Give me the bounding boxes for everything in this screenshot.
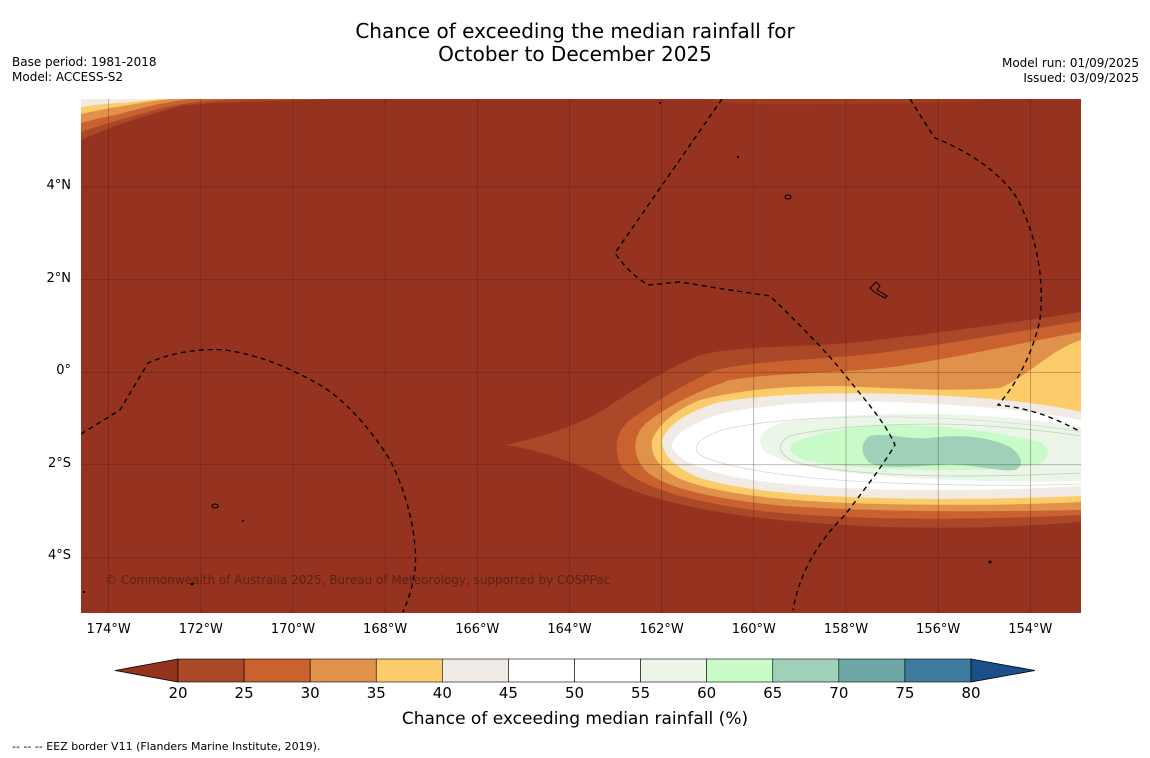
lon-tick-label-0: 174°W <box>86 622 131 637</box>
island-1 <box>784 194 792 200</box>
lon-tick-label-10: 154°W <box>1008 622 1053 637</box>
colorbar-tick-7: 55 <box>631 684 651 702</box>
model-text: Model: ACCESS-S2 <box>12 70 124 84</box>
issued-text: Issued: 03/09/2025 <box>1023 71 1139 85</box>
colorbar-segment-5 <box>508 658 575 683</box>
colorbar-tick-5: 45 <box>498 684 518 702</box>
colorbar-tick-2: 30 <box>300 684 320 702</box>
colorbar-tick-11: 75 <box>895 684 915 702</box>
contour-line-60 <box>780 423 1081 477</box>
colorbar-segment-1 <box>243 658 311 683</box>
lat-tick-label-1: 2°N <box>46 270 72 286</box>
colorbar-segment-0 <box>177 658 245 683</box>
island-8 <box>190 582 194 586</box>
colorbar-segment-9 <box>772 658 840 683</box>
contour-band-25-top-centre <box>700 99 1000 105</box>
colorbar-segment-4 <box>442 658 509 683</box>
base-period-text: Base period: 1981-2018 <box>12 55 157 69</box>
colorbar-segment-8 <box>706 658 774 683</box>
eez-border-east <box>909 99 1081 433</box>
lon-tick-label-5: 164°W <box>547 622 592 637</box>
colorbar <box>114 658 1036 683</box>
colorbar-label: Chance of exceeding median rainfall (%) <box>401 709 749 729</box>
eez-border-north <box>614 99 896 611</box>
lat-tick-label-3: 2°S <box>47 455 71 471</box>
colorbar-over-arrow <box>970 658 1036 683</box>
island-4 <box>242 520 244 522</box>
colorbar-tick-0: 20 <box>168 684 188 702</box>
lat-tick-label-0: 4°N <box>46 177 72 193</box>
lon-tick-label-7: 160°W <box>731 622 776 637</box>
chart-title-line-1: Chance of exceeding the median rainfall … <box>355 19 795 43</box>
colorbar-tick-1: 25 <box>234 684 254 702</box>
colorbar-segment-11 <box>904 658 972 683</box>
lon-tick-label-9: 156°W <box>916 622 961 637</box>
island-6 <box>659 102 661 104</box>
map-gridlines <box>81 99 1081 613</box>
colorbar-under-arrow <box>114 658 179 683</box>
colorbar-tick-6: 50 <box>564 684 585 702</box>
island-5 <box>736 155 740 159</box>
colorbar-segment-3 <box>375 658 443 683</box>
contour-line-50 <box>695 416 1081 486</box>
island-3 <box>211 503 219 509</box>
colorbar-tick-4: 40 <box>432 684 452 702</box>
island-2 <box>869 281 888 299</box>
eez-footnote: -- -- -- EEZ border V11 (Flanders Marine… <box>12 740 321 753</box>
lat-tick-label-2: 0° <box>56 363 71 379</box>
colorbar-tick-9: 65 <box>763 684 783 702</box>
model-run-text: Model run: 01/09/2025 <box>1001 56 1139 70</box>
lon-tick-label-4: 166°W <box>455 622 500 637</box>
lon-tick-label-6: 162°W <box>639 622 684 637</box>
colorbar-segment-6 <box>574 658 641 683</box>
chart-title-line-2: October to December 2025 <box>438 42 712 66</box>
colorbar-tick-10: 70 <box>829 684 849 702</box>
colorbar-segment-10 <box>838 658 906 683</box>
colorbar-segment-2 <box>309 658 377 683</box>
colorbar-segment-7 <box>640 658 707 683</box>
island-7 <box>988 560 992 564</box>
lon-tick-label-8: 158°W <box>823 622 869 637</box>
colorbar-tick-8: 60 <box>697 684 717 702</box>
colorbar-tick-12: 80 <box>961 684 981 702</box>
island-9 <box>82 590 86 594</box>
colorbar-tick-3: 35 <box>366 684 386 702</box>
lon-tick-label-1: 172°W <box>178 622 223 637</box>
copyright-text: © Commonwealth of Australia 2025, Bureau… <box>105 573 611 587</box>
map-plot-area <box>81 99 1081 613</box>
lon-tick-label-2: 170°W <box>270 622 316 637</box>
contour-band-45-top <box>81 99 160 107</box>
eez-border-west <box>81 348 417 613</box>
contour-band-65-east <box>862 434 1022 471</box>
lat-tick-label-4: 4°S <box>47 548 71 564</box>
lon-tick-label-3: 168°W <box>363 622 408 637</box>
